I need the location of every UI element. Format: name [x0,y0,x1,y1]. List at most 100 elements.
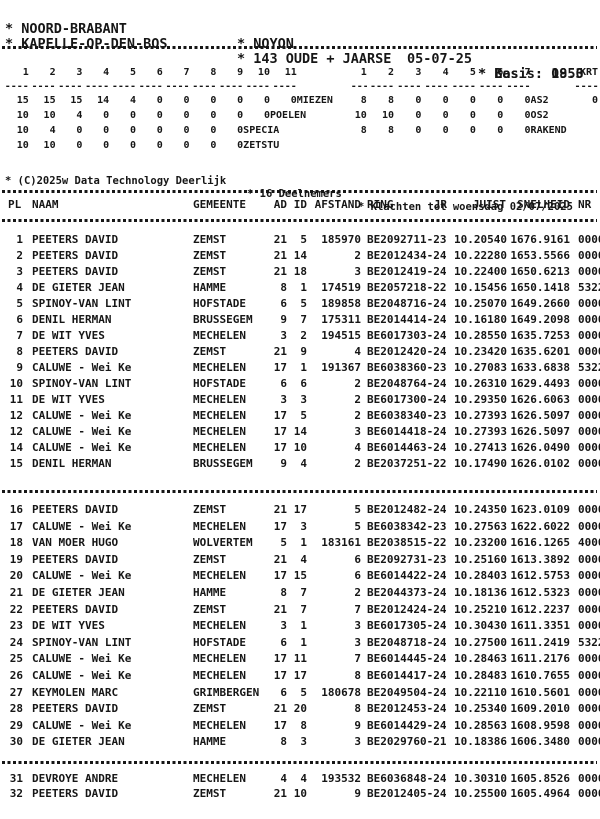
afstand-cell: 194515 [321,329,361,342]
meta-line: * (C)2025w Data Technology Deerlijk * 16… [0,162,600,213]
pl-cell: 30 [9,735,23,749]
juist-cell: 10.27563 [454,519,507,533]
ad-cell: 8 [280,585,287,599]
gemeente-cell: BRUSSEGEM [193,457,253,470]
name-cell: PEETERS DAVID [32,702,119,716]
id-cell: 8 [300,718,307,732]
gemeente-cell: MECHELEN [193,329,246,342]
dash-mark: ---- [58,81,83,92]
afstand-cell: 189858 [321,297,361,310]
pool-count-cell: 0 [76,140,83,151]
afstand-cell: 6 [354,552,361,566]
gemeente-cell: ZEMST [193,249,227,262]
pools-table: 1 2 3 4 5 6 7 8 9 10 11 1 2 3 4 5 6 7 KR… [2,65,598,153]
col-header-juist: JUIST [472,198,506,211]
pl-cell: 11 [9,393,23,406]
afstand-cell: 191367 [321,361,361,374]
ad-cell: 17 [273,519,287,533]
gemeente-cell: ZEMST [193,602,227,616]
ad-cell: 9 [280,313,287,326]
id-cell: 1 [300,619,307,633]
pool-name-label: ZETSTU [243,140,280,151]
id-cell: 5 [300,297,307,310]
juist-cell: 10.25070 [454,297,507,310]
pool-count-cell: 14 [97,95,110,106]
juist-cell: 10.23420 [454,345,507,358]
id-cell: 3 [300,519,307,533]
pool-count-cell: 0 [210,110,217,121]
id-cell: 11 [293,652,307,666]
pl-cell: 6 [16,313,23,326]
pool-count-cell: 0 [524,125,531,136]
id-cell: 4 [300,457,307,470]
pool-count-cell: 10 [43,140,56,151]
name-cell: DEVROYE ANDRE [32,771,119,785]
gemeente-cell: HOFSTADE [193,635,246,649]
ad-cell: 17 [273,569,287,583]
name-cell: DE GIETER JEAN [32,281,125,294]
name-cell: CALUWE - Wei Ke [32,425,132,438]
dash-mark: ---- [574,81,598,92]
result-row: 2 PEETERS DAVID ZEMST 21 14 2 BE2012434-… [0,248,600,264]
id-cell: 3 [300,735,307,749]
name-cell: DE WIT YVES [32,619,105,633]
gemeente-cell: HOFSTADE [193,377,246,390]
name-cell: DE WIT YVES [32,393,105,406]
name-cell: VAN MOER HUGO [32,536,119,550]
name-cell: DENIL HERMAN [32,457,112,470]
snelheid-cell: 1610.5601 [510,685,570,699]
dash-mark: ---- [397,81,422,92]
gemeente-cell: MECHELEN [193,652,246,666]
juist-cell: 10.22400 [454,265,507,278]
snelheid-cell: 1635.6201 [510,345,570,358]
pool-count-cell: 0 [210,125,217,136]
ad-cell: 21 [273,233,287,246]
pool-row-poelen: 10 10 4 0 0 0 0 0 0 0 POELEN 10 10 0 0 0… [2,108,598,123]
gemeente-cell: BRUSSEGEM [193,313,253,326]
id-cell: 9 [300,345,307,358]
ad-cell: 21 [273,602,287,616]
id-cell: 17 [293,503,307,516]
ad-cell: 3 [280,329,287,342]
pool-count-cell: 0 [156,110,163,121]
pool-count-cell: 0 [237,125,244,136]
juist-cell: 10.28403 [454,569,507,583]
pl-cell: 28 [9,702,23,716]
juist-cell: 10.27393 [454,409,507,422]
dash-mark: ---- [479,81,504,92]
result-row: 1 PEETERS DAVID ZEMST 21 5 185970 BE2092… [0,232,600,248]
results-block-1: 1 PEETERS DAVID ZEMST 21 5 185970 BE2092… [0,232,600,472]
col-header-jr: JR [433,198,447,211]
separator-line [2,46,597,49]
result-row: 8 PEETERS DAVID ZEMST 21 9 4 BE2012420-2… [0,344,600,360]
pool-krt-header: KRT [579,67,598,78]
pool-count-cell: 10 [382,110,395,121]
name-cell: PEETERS DAVID [32,602,119,616]
ad-cell: 6 [280,685,287,699]
snelheid-cell: 1650.1418 [510,281,570,294]
id-cell: 17 [293,668,307,682]
pl-cell: 21 [9,585,23,599]
ad-cell: 21 [273,787,287,801]
snelheid-cell: 1612.2237 [510,602,570,616]
snelheid-cell: 1612.5753 [510,569,570,583]
pool-row-zetstu: 10 10 0 0 0 0 0 0 0 ZETSTU [2,138,598,153]
afstand-cell: 3 [354,265,361,278]
name-cell: KEYMOLEN MARC [32,685,119,699]
separator-line [2,190,597,193]
result-row: 7 DE WIT YVES MECHELEN 3 2 194515 BE6017… [0,328,600,344]
pool-name-label: RAKEND [530,125,567,136]
result-row: 10 SPINOY-VAN LINT HOFSTADE 6 6 2 BE2048… [0,376,600,392]
gemeente-cell: ZEMST [193,702,227,716]
ring-cell: BE2092731-23 [367,552,447,566]
name-cell: SPINOY-VAN LINT [32,297,132,310]
ad-cell: 21 [273,552,287,566]
pool-count-cell: 0 [497,125,504,136]
